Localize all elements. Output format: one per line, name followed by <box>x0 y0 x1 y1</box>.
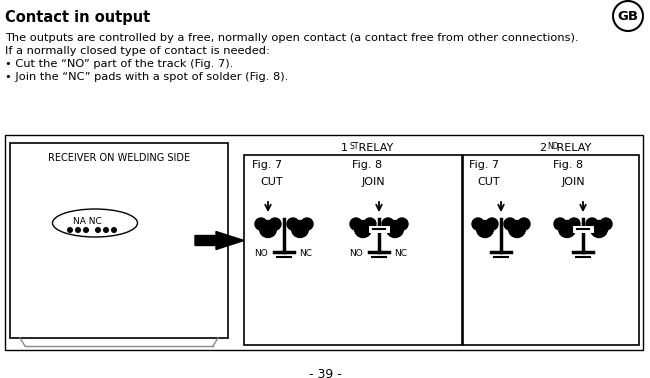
Bar <box>5 135 643 350</box>
Text: Fig. 8: Fig. 8 <box>553 160 583 170</box>
Circle shape <box>84 228 88 232</box>
Circle shape <box>600 218 612 230</box>
Circle shape <box>75 228 81 232</box>
Polygon shape <box>195 231 244 249</box>
Circle shape <box>586 218 598 230</box>
Text: RELAY: RELAY <box>553 143 592 153</box>
Circle shape <box>518 218 530 230</box>
Text: - 39 -: - 39 - <box>309 368 341 378</box>
Circle shape <box>476 220 493 237</box>
Circle shape <box>112 228 116 232</box>
Text: NO: NO <box>349 249 363 258</box>
Circle shape <box>486 218 498 230</box>
Circle shape <box>508 220 525 237</box>
Circle shape <box>259 220 276 237</box>
Bar <box>463 155 639 345</box>
Text: NO: NO <box>254 249 268 258</box>
Circle shape <box>387 220 404 237</box>
Circle shape <box>590 220 608 237</box>
Text: CUT: CUT <box>260 177 283 187</box>
Circle shape <box>68 228 72 232</box>
Text: 2: 2 <box>539 143 546 153</box>
Text: Fig. 7: Fig. 7 <box>469 160 499 170</box>
Text: ND: ND <box>547 142 558 151</box>
Text: The outputs are controlled by a free, normally open contact (a contact free from: The outputs are controlled by a free, no… <box>5 33 578 43</box>
Text: RELAY: RELAY <box>355 143 393 153</box>
Text: Fig. 7: Fig. 7 <box>252 160 282 170</box>
Circle shape <box>504 218 516 230</box>
Text: NC: NC <box>395 249 408 258</box>
Circle shape <box>104 228 109 232</box>
Circle shape <box>364 218 376 230</box>
Text: If a normally closed type of contact is needed:: If a normally closed type of contact is … <box>5 46 270 56</box>
Circle shape <box>354 220 372 237</box>
Circle shape <box>350 218 362 230</box>
Circle shape <box>382 218 394 230</box>
Circle shape <box>291 220 309 237</box>
Text: GB: GB <box>618 9 638 23</box>
Text: CUT: CUT <box>477 177 500 187</box>
Text: RECEIVER ON WELDING SIDE: RECEIVER ON WELDING SIDE <box>48 153 190 163</box>
Circle shape <box>396 218 408 230</box>
Text: NC: NC <box>300 249 313 258</box>
Circle shape <box>554 218 566 230</box>
Text: JOIN: JOIN <box>562 177 586 187</box>
Text: NA NC: NA NC <box>73 217 101 226</box>
Circle shape <box>96 228 100 232</box>
Circle shape <box>255 218 267 230</box>
Circle shape <box>287 218 299 230</box>
Circle shape <box>613 1 643 31</box>
Text: Contact in output: Contact in output <box>5 10 150 25</box>
Circle shape <box>472 218 484 230</box>
Circle shape <box>269 218 281 230</box>
Circle shape <box>568 218 580 230</box>
Bar <box>244 155 462 345</box>
Text: 1: 1 <box>341 143 348 153</box>
Text: JOIN: JOIN <box>362 177 385 187</box>
Text: ST: ST <box>349 142 358 151</box>
Text: Fig. 8: Fig. 8 <box>352 160 382 170</box>
Text: • Cut the “NO” part of the track (Fig. 7).: • Cut the “NO” part of the track (Fig. 7… <box>5 59 233 69</box>
Bar <box>10 143 228 338</box>
Circle shape <box>301 218 313 230</box>
Ellipse shape <box>53 209 138 237</box>
Text: • Join the “NC” pads with a spot of solder (Fig. 8).: • Join the “NC” pads with a spot of sold… <box>5 72 288 82</box>
Circle shape <box>558 220 575 237</box>
